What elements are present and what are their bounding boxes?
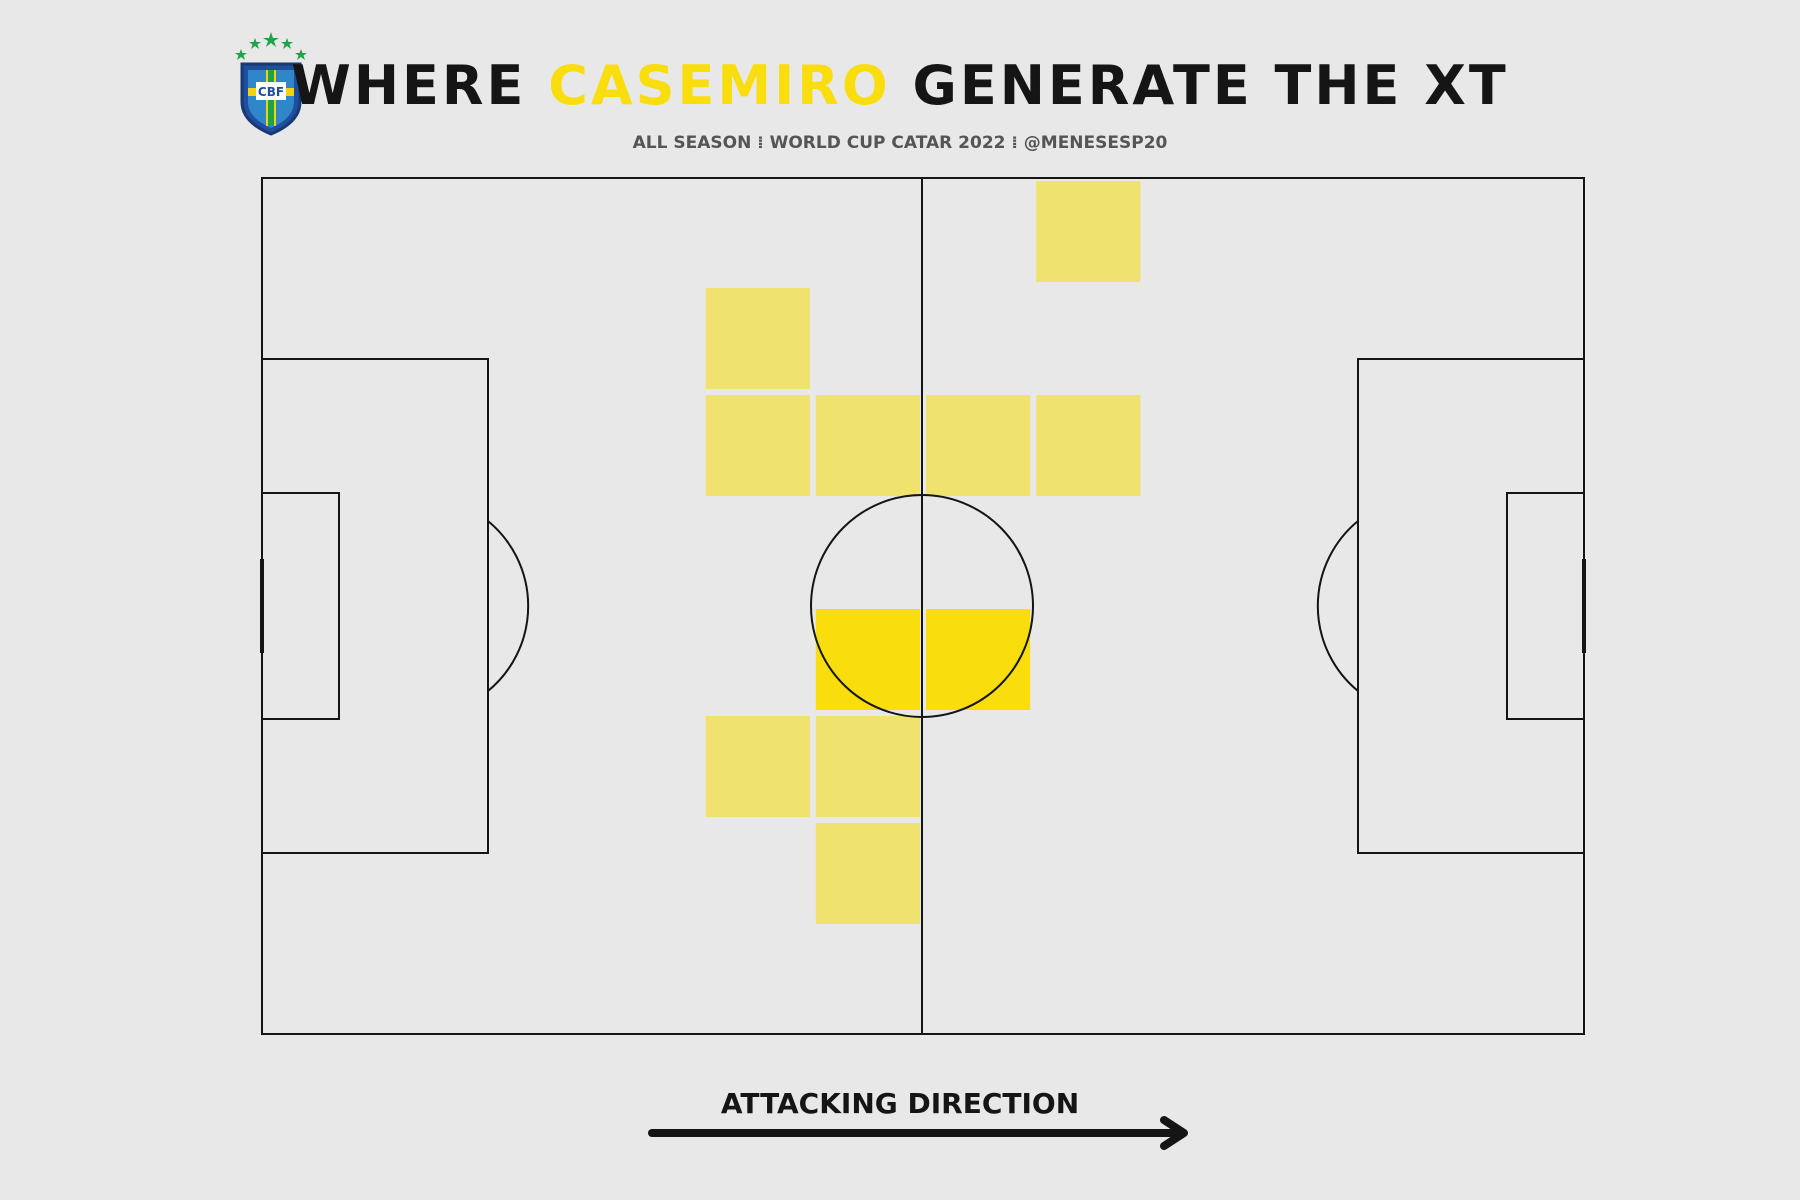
left-six-yard-box bbox=[261, 492, 340, 720]
title-suffix: GENERATE THE XT bbox=[890, 54, 1509, 117]
heatmap-cell bbox=[705, 288, 810, 389]
attacking-direction-label: ATTACKING DIRECTION bbox=[720, 1087, 1080, 1120]
title-player-name: CASEMIRO bbox=[548, 54, 891, 117]
heatmap-cell bbox=[705, 716, 810, 817]
heatmap-cell bbox=[815, 823, 920, 924]
page-title: WHERE CASEMIRO GENERATE THE XT bbox=[0, 46, 1800, 126]
center-circle bbox=[810, 494, 1034, 718]
heatmap-cell bbox=[926, 395, 1031, 496]
cbf-crest-icon: CBF bbox=[235, 32, 307, 136]
heatmap-cell bbox=[815, 395, 920, 496]
heatmap-cell bbox=[815, 609, 920, 710]
heatmap-cells bbox=[705, 181, 1141, 924]
pitch-heatmap bbox=[260, 177, 1586, 1035]
right-six-yard-box bbox=[1506, 492, 1585, 720]
heatmap-cell bbox=[815, 716, 920, 817]
crest-label: CBF bbox=[258, 85, 284, 99]
heatmap-cell bbox=[1036, 181, 1141, 282]
left-penalty-arc bbox=[487, 520, 530, 692]
right-penalty-box bbox=[1357, 358, 1585, 854]
star-icons bbox=[235, 32, 307, 60]
crest-label-bg bbox=[256, 82, 286, 100]
heatmap-cell bbox=[1036, 395, 1141, 496]
pitch-lines bbox=[260, 177, 1586, 1035]
page-subtitle: ALL SEASON ⁞ WORLD CUP CATAR 2022 ⁞ @MEN… bbox=[632, 133, 1168, 153]
right-penalty-arc bbox=[1316, 520, 1359, 692]
heatmap-cell bbox=[926, 609, 1031, 710]
right-arrow-icon bbox=[648, 1116, 1188, 1150]
left-penalty-box bbox=[261, 358, 489, 854]
heatmap-cell bbox=[705, 395, 810, 496]
title-prefix: WHERE bbox=[291, 54, 549, 117]
